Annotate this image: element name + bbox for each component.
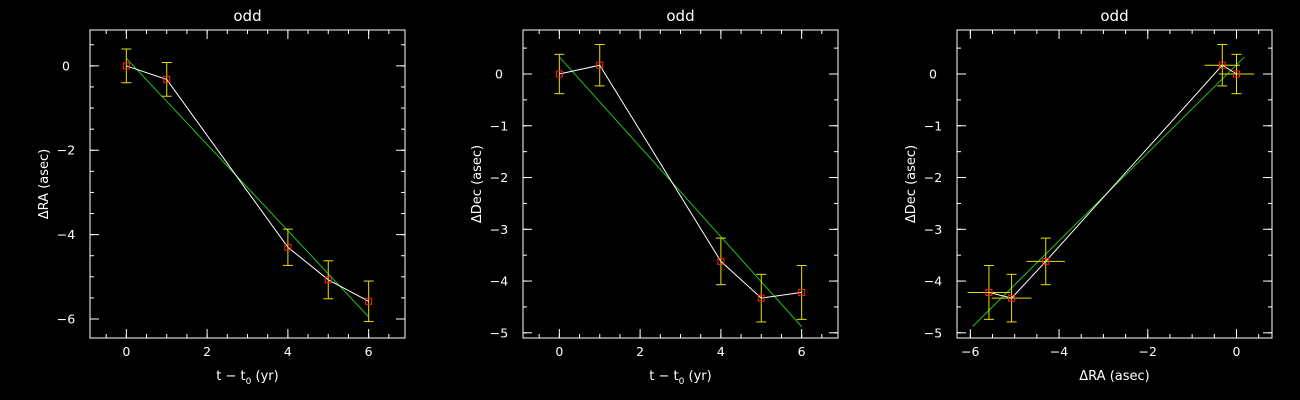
data-point [798, 288, 806, 296]
y-tick-label: −4 [490, 274, 508, 289]
y-tick-label: 0 [495, 67, 503, 82]
x-tick-label: −2 [1139, 344, 1157, 359]
fit-line [125, 57, 370, 318]
x-axis-label: t − t0 (yr) [649, 369, 711, 387]
x-tick-label: 6 [798, 344, 806, 359]
fit-line [558, 56, 803, 327]
data-point [324, 276, 332, 284]
data-point [596, 61, 604, 69]
x-axis-label-main: ΔRA (asec) [1079, 369, 1149, 384]
data-line [559, 64, 802, 299]
x-tick-label: 2 [203, 344, 211, 359]
x-tick-label: 0 [122, 344, 130, 359]
data-point [122, 62, 130, 70]
plot-frame [956, 29, 1273, 339]
x-axis-label-unit: (yr) [684, 369, 711, 384]
y-tick-label: −1 [924, 118, 942, 133]
x-tick-label: 2 [636, 344, 644, 359]
data-point [757, 294, 765, 302]
chart-title: odd [233, 7, 261, 25]
y-tick-label: −6 [57, 312, 75, 327]
x-axis-label-main: t − t [649, 369, 678, 384]
y-axis-label: ΔDec (asec) [470, 145, 485, 223]
data-point [1042, 257, 1050, 265]
x-axis-label: t − t0 (yr) [216, 369, 278, 387]
x-tick-label: 6 [365, 344, 373, 359]
y-tick-label: −2 [57, 143, 75, 158]
plot-frame [522, 29, 839, 339]
y-tick-label: −4 [57, 227, 75, 242]
y-tick-label: −5 [490, 325, 508, 340]
chart-title: odd [666, 7, 694, 25]
plot-frame [89, 29, 406, 339]
y-tick-label: 0 [62, 58, 70, 73]
data-point [365, 297, 373, 305]
x-tick-label: −4 [1050, 344, 1068, 359]
x-tick-label: 4 [284, 344, 292, 359]
x-axis-label-subscript: 0 [679, 377, 685, 387]
y-tick-label: −2 [490, 170, 508, 185]
data-point [985, 288, 993, 296]
y-tick-label: −2 [924, 170, 942, 185]
data-point [1233, 70, 1241, 78]
data-point [284, 243, 292, 251]
data-line [988, 64, 1237, 299]
x-tick-label: 4 [717, 344, 725, 359]
x-axis-label-unit: (yr) [251, 369, 278, 384]
y-tick-label: −5 [924, 325, 942, 340]
y-axis-label: ΔDec (asec) [904, 145, 919, 223]
data-line [126, 65, 369, 302]
y-axis-label: ΔRA (asec) [37, 149, 52, 219]
x-axis-label: ΔRA (asec) [1079, 369, 1149, 384]
panel-3: odd −6 −4 −2 0 −5 −4 −3 −2 −1 0 ΔRA (asec) ΔDec (ase… [904, 7, 1273, 384]
y-tick-label: 0 [929, 67, 937, 82]
y-tick-label: −1 [490, 118, 508, 133]
x-tick-label: 0 [555, 344, 563, 359]
y-tick-label: −3 [924, 222, 942, 237]
y-tick-label: −4 [924, 274, 942, 289]
x-tick-label: −6 [961, 344, 979, 359]
data-point [717, 257, 725, 265]
data-point [555, 70, 563, 78]
x-axis-label-main: t − t [216, 369, 245, 384]
data-point [1218, 61, 1226, 69]
y-tick-label: −3 [490, 222, 508, 237]
data-point [163, 75, 171, 83]
x-axis-label-subscript: 0 [246, 377, 252, 387]
chart-title: odd [1100, 7, 1128, 25]
data-point [1008, 294, 1016, 302]
x-tick-label: 0 [1233, 344, 1241, 359]
